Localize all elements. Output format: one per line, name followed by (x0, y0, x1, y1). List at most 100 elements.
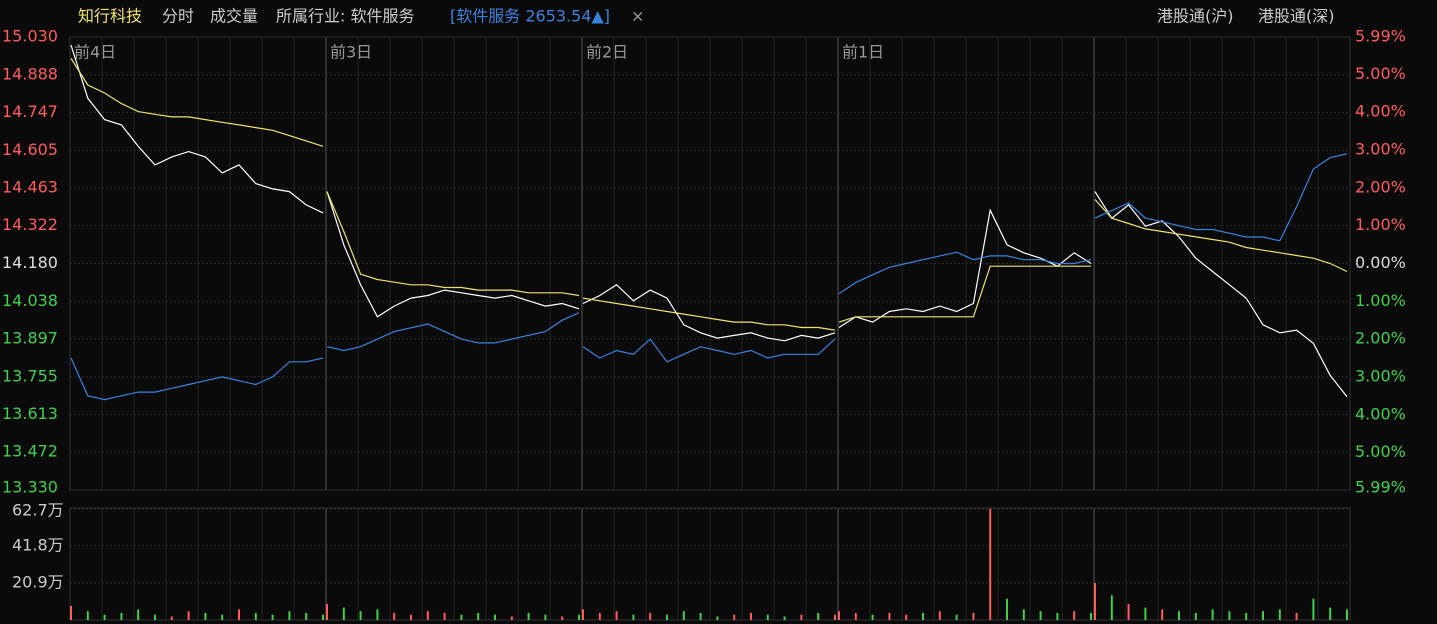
volume-bar (1329, 607, 1332, 620)
volume-bar (632, 614, 635, 620)
volume-bar (1127, 604, 1130, 620)
volume-bar (1110, 595, 1113, 620)
link[interactable]: 港股通(深) (1258, 7, 1335, 26)
tab[interactable]: 成交量 (210, 7, 258, 26)
y-tick-label: 14.180 (2, 253, 58, 272)
volume-bar (1161, 609, 1164, 620)
y-tick-label: 14.747 (2, 102, 58, 121)
volume-bar (393, 612, 396, 620)
volume-bar (103, 614, 106, 620)
day-label: 前1日 (842, 43, 884, 62)
volume-bar (86, 611, 89, 620)
volume-bar (1295, 612, 1298, 620)
volume-bar (699, 612, 702, 620)
volume-bar (716, 616, 719, 620)
volume-bar (871, 614, 874, 620)
volume-bar (322, 614, 324, 620)
y2-tick-label: 5.99% (1355, 478, 1406, 497)
y2-tick-label: 2.00% (1355, 177, 1406, 196)
y2-tick-label: 0.00% (1355, 253, 1406, 272)
y-tick-label: 13.613 (2, 404, 58, 423)
volume-bar (187, 611, 190, 620)
volume-bar (615, 611, 618, 620)
volume-bar (955, 614, 958, 620)
index-tag[interactable]: [软件服务 2653.54▲] (450, 7, 610, 26)
volume-bar (666, 614, 668, 620)
y2-tick-label: 2.00% (1355, 329, 1406, 348)
volume-bar (938, 611, 941, 620)
volume-bar (426, 611, 429, 620)
volume-bar (1312, 598, 1315, 620)
y2-tick-label: 1.00% (1355, 291, 1406, 310)
volume-bar (1211, 609, 1214, 620)
volume-bar (254, 612, 257, 620)
volume-bar (834, 614, 836, 620)
industry: 所属行业: 软件服务 (276, 7, 414, 26)
volume-bar (817, 612, 820, 620)
volume-bar (783, 616, 786, 620)
volume-bar (1094, 583, 1096, 620)
close-button[interactable]: × (631, 7, 644, 26)
volume-bar (888, 612, 891, 620)
volume-bar (477, 612, 480, 620)
y2-tick-label: 1.00% (1355, 215, 1406, 234)
volume-bar (1022, 609, 1025, 620)
stock-name: 知行科技 (78, 7, 142, 26)
volume-bar (1178, 611, 1180, 620)
day-label: 前2日 (586, 43, 628, 62)
volume-bar (800, 614, 803, 620)
day-label: 前3日 (330, 43, 372, 62)
volume-bar (376, 609, 379, 620)
volume-bar (733, 614, 736, 620)
volume-bar (1039, 611, 1042, 620)
volume-bar (238, 609, 240, 620)
y-tick-label: 13.897 (2, 328, 58, 347)
volume-bar (510, 616, 513, 620)
volume-bar (410, 614, 412, 620)
y2-tick-label: 4.00% (1355, 404, 1406, 423)
volume-bar (221, 614, 224, 620)
volume-tick-label: 62.7万 (12, 501, 64, 520)
y-tick-label: 13.755 (2, 366, 58, 385)
volume-bar (1346, 609, 1348, 620)
volume-bar (682, 611, 685, 620)
link[interactable]: 港股通(沪) (1157, 7, 1234, 26)
volume-bar (1073, 611, 1076, 620)
y-tick-label: 14.888 (2, 64, 58, 83)
volume-bar (1006, 598, 1008, 620)
volume-bar (1144, 607, 1147, 620)
y-tick-label: 14.322 (2, 215, 58, 234)
tab[interactable]: 分时 (162, 7, 194, 26)
volume-bar (561, 616, 564, 620)
volume-bar (1262, 611, 1264, 620)
volume-bar (544, 614, 547, 620)
volume-bar (305, 612, 308, 620)
y-tick-label: 15.030 (2, 27, 58, 46)
volume-bar (494, 614, 496, 620)
volume-bar (1056, 612, 1059, 620)
volume-bar (1278, 609, 1281, 620)
volume-bar (443, 612, 446, 620)
volume-bar (326, 604, 328, 620)
volume-bar (359, 611, 362, 620)
volume-bar (70, 605, 72, 620)
y-tick-label: 14.605 (2, 140, 58, 159)
volume-bar (922, 612, 924, 620)
y-tick-label: 14.038 (2, 291, 58, 310)
volume-bar (766, 614, 769, 620)
volume-bar (342, 607, 345, 620)
y-tick-label: 14.463 (2, 178, 58, 197)
y2-tick-label: 5.00% (1355, 442, 1406, 461)
volume-bar (854, 612, 857, 620)
volume-bar (1090, 612, 1092, 620)
y2-tick-label: 4.00% (1355, 102, 1406, 121)
volume-bar (838, 611, 840, 620)
y-tick-label: 13.330 (2, 478, 58, 497)
volume-bar (271, 614, 274, 620)
volume-tick-label: 20.9万 (12, 573, 64, 592)
volume-bar (905, 614, 908, 620)
y2-tick-label: 3.00% (1355, 366, 1406, 385)
